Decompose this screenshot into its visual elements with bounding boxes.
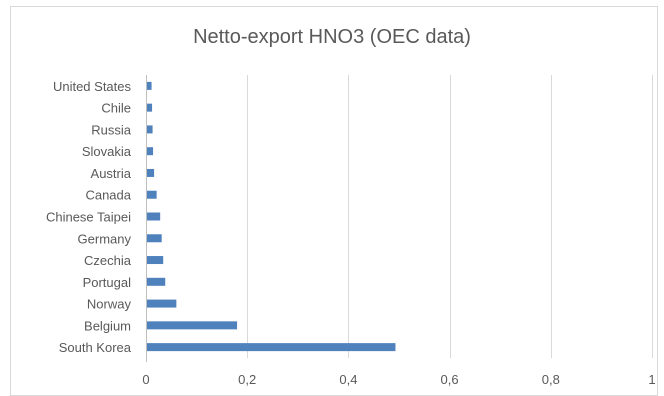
x-tick-label-2: 0,4 <box>339 372 357 387</box>
bar-0 <box>147 343 396 352</box>
category-label-9: Slovakia <box>82 144 132 159</box>
bar-9 <box>147 147 154 156</box>
bar-8 <box>147 168 155 177</box>
bar-6 <box>147 212 161 221</box>
x-tick-label-3: 0,6 <box>441 372 459 387</box>
category-label-8: Austria <box>91 166 132 181</box>
category-label-3: Portugal <box>83 275 132 290</box>
bar-5 <box>147 234 162 243</box>
x-tick-label-5: 1 <box>648 372 655 387</box>
category-label-12: United States <box>53 79 132 94</box>
x-tick-label-1: 0,2 <box>238 372 256 387</box>
category-label-1: Belgium <box>84 318 131 333</box>
category-label-5: Germany <box>78 231 132 246</box>
category-label-0: South Korea <box>59 340 132 355</box>
category-label-7: Canada <box>85 188 131 203</box>
bar-10 <box>147 125 153 134</box>
x-tick-label-0: 0 <box>142 372 149 387</box>
bar-3 <box>147 277 166 286</box>
category-label-6: Chinese Taipei <box>46 210 131 225</box>
chart-title: Netto-export HNO3 (OEC data) <box>193 26 471 48</box>
bar-4 <box>147 256 164 265</box>
category-label-10: Russia <box>91 122 132 137</box>
bar-12 <box>147 81 152 90</box>
category-label-2: Norway <box>87 297 132 312</box>
bar-2 <box>147 299 177 308</box>
x-tick-label-4: 0,8 <box>542 372 560 387</box>
category-label-4: Czechia <box>84 253 132 268</box>
bar-1 <box>147 321 238 330</box>
bar-11 <box>147 103 153 112</box>
bar-7 <box>147 190 157 199</box>
category-label-11: Chile <box>101 101 131 116</box>
